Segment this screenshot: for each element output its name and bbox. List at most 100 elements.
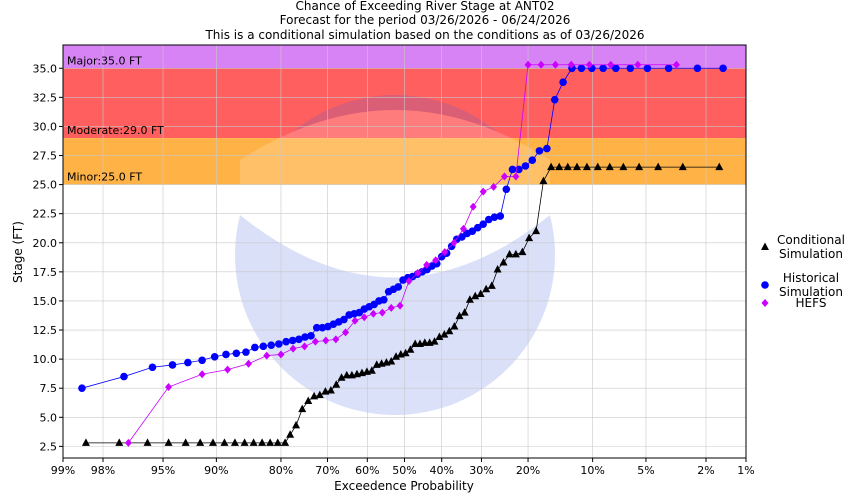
data-point [511, 249, 520, 258]
data-point [315, 390, 324, 399]
data-point [115, 438, 124, 446]
data-point [490, 213, 499, 221]
data-point [81, 438, 90, 446]
x-tick-label: 10% [580, 464, 604, 477]
legend-entry: HEFS [761, 296, 827, 310]
data-point [512, 172, 520, 181]
data-point [528, 156, 537, 164]
legend-label: Conditional [777, 233, 845, 247]
data-point [298, 404, 307, 413]
data-point [282, 337, 290, 346]
data-point [672, 60, 680, 69]
y-tick-label: 12.5 [33, 324, 58, 337]
data-point [224, 365, 232, 374]
data-point [232, 349, 241, 358]
x-tick-label: 60% [355, 464, 379, 477]
data-point [401, 348, 410, 357]
data-point [559, 78, 567, 87]
data-point [289, 344, 297, 353]
legend-marker [761, 299, 769, 307]
data-point [275, 340, 283, 348]
data-point [198, 356, 206, 365]
data-point [473, 223, 482, 232]
noaa-watermark: NOAA [235, 95, 555, 415]
data-point [222, 350, 230, 359]
data-point [240, 438, 249, 446]
data-point [599, 64, 607, 73]
data-point [251, 343, 259, 352]
legend-label: HEFS [796, 296, 827, 310]
data-point [288, 336, 297, 345]
series-hefs [124, 60, 680, 447]
data-point [524, 60, 532, 69]
data-point [532, 226, 541, 235]
x-tick-label: 2% [697, 464, 714, 477]
data-point [326, 386, 335, 394]
data-point [277, 350, 285, 359]
data-point [547, 162, 556, 171]
x-tick-label: 5% [637, 464, 654, 477]
data-point [441, 248, 449, 257]
data-point [286, 430, 295, 438]
data-point [487, 281, 496, 289]
y-tick-label: 25.0 [33, 179, 58, 192]
noaa-logo-bird [240, 110, 550, 278]
legend-label: Simulation [779, 247, 843, 261]
data-point [208, 438, 217, 446]
data-point [496, 212, 505, 220]
x-tick-label: 90% [204, 464, 228, 477]
chart-title-line-2: Forecast for the period 03/26/2026 - 06/… [279, 13, 571, 27]
data-point [198, 370, 206, 379]
data-point [310, 391, 319, 400]
data-point [394, 283, 403, 291]
x-tick-label: 98% [91, 464, 115, 477]
data-point [78, 384, 86, 392]
series-conditional-simulation [81, 162, 724, 446]
data-point [455, 311, 464, 320]
data-point [518, 247, 527, 256]
data-point [476, 289, 485, 297]
data-point [168, 361, 177, 369]
data-point [500, 172, 508, 181]
data-point [643, 64, 652, 73]
data-point [392, 352, 401, 360]
data-point [567, 60, 575, 69]
data-point [405, 277, 413, 286]
data-point [626, 64, 635, 73]
y-tick-label: 10.0 [33, 353, 58, 366]
data-point [196, 438, 205, 446]
data-point [242, 348, 250, 356]
data-point [482, 284, 491, 293]
x-tick-label: 1% [737, 464, 754, 477]
data-point [148, 363, 157, 372]
x-tick-label: 95% [151, 464, 175, 477]
data-point [259, 342, 268, 351]
data-point [593, 162, 602, 171]
data-point [124, 438, 132, 447]
y-axis-ticks: 2.5 5.0 7.5 10.0 12.5 15.0 17.5 20.0 22.5 25.0 27.… [33, 62, 63, 453]
data-point [322, 336, 330, 345]
data-point [220, 438, 229, 446]
data-point [267, 341, 276, 349]
legend-label: Historical [783, 271, 839, 285]
legend-label: Simulation [779, 285, 843, 299]
data-point [521, 162, 530, 170]
noaa-logo-letters: NOAA [321, 157, 469, 211]
y-tick-label: 15.0 [33, 295, 58, 308]
noaa-logo-disc [235, 95, 555, 415]
data-point [120, 372, 128, 381]
data-point [450, 238, 458, 247]
chart-legend: ConditionalSimulationHistoricalSimulatio… [761, 233, 845, 310]
data-point [332, 335, 340, 344]
legend-marker [761, 281, 769, 289]
x-tick-label: 80% [269, 464, 293, 477]
data-point [563, 162, 572, 171]
data-point [266, 438, 275, 446]
x-axis-label: Exceedence Probability [334, 479, 474, 493]
y-tick-label: 2.5 [40, 440, 58, 453]
data-point [551, 60, 559, 69]
data-point [543, 144, 551, 153]
data-point [479, 187, 487, 196]
y-tick-label: 7.5 [40, 382, 58, 395]
